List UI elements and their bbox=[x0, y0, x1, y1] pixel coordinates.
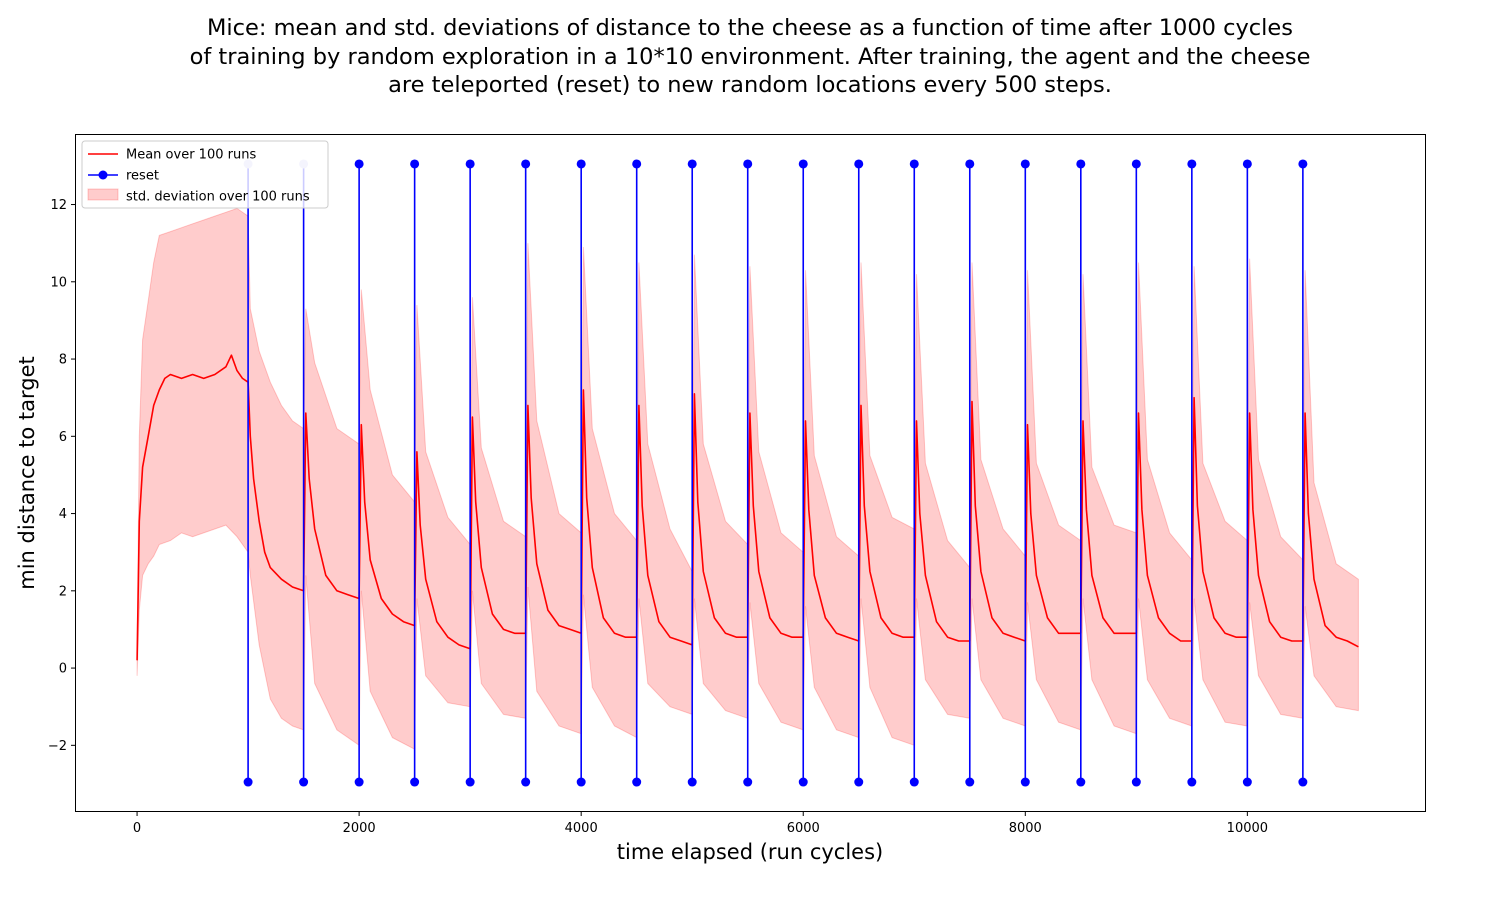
reset-marker-bottom-9 bbox=[743, 777, 753, 787]
legend-box bbox=[81, 140, 329, 209]
x-axis-label: time elapsed (run cycles) bbox=[617, 840, 883, 864]
reset-marker-top-5 bbox=[521, 159, 531, 169]
reset-marker-bottom-13 bbox=[965, 777, 975, 787]
plot-frame bbox=[75, 134, 1426, 812]
x-tick-label-0: 0 bbox=[133, 821, 141, 836]
chart-title: Mice: mean and std. deviations of distan… bbox=[0, 14, 1500, 100]
reset-marker-top-14 bbox=[1020, 159, 1030, 169]
y-tick-label-1: 0 bbox=[59, 662, 67, 677]
reset-marker-top-10 bbox=[798, 159, 808, 169]
reset-marker-bottom-1 bbox=[299, 777, 309, 787]
legend-swatch-std bbox=[87, 188, 119, 201]
reset-marker-bottom-0 bbox=[243, 777, 253, 787]
reset-marker-top-7 bbox=[632, 159, 642, 169]
reset-marker-top-12 bbox=[909, 159, 919, 169]
x-tick-label-4: 8000 bbox=[1009, 821, 1042, 836]
y-tick-label-0: −2 bbox=[48, 739, 67, 754]
y-tick-label-4: 6 bbox=[59, 430, 67, 445]
reset-marker-bottom-18 bbox=[1242, 777, 1252, 787]
legend-marker-reset bbox=[98, 170, 108, 180]
chart-title-line-2: of training by random exploration in a 1… bbox=[189, 43, 1311, 70]
reset-marker-bottom-11 bbox=[854, 777, 864, 787]
reset-marker-bottom-12 bbox=[909, 777, 919, 787]
reset-marker-bottom-15 bbox=[1076, 777, 1086, 787]
reset-marker-bottom-14 bbox=[1020, 777, 1030, 787]
reset-marker-top-3 bbox=[410, 159, 420, 169]
legend-label-reset: reset bbox=[126, 169, 159, 184]
reset-marker-top-19 bbox=[1298, 159, 1308, 169]
reset-marker-top-9 bbox=[743, 159, 753, 169]
reset-marker-top-8 bbox=[687, 159, 697, 169]
y-tick-label-6: 10 bbox=[50, 275, 67, 290]
x-tick-label-5: 10000 bbox=[1227, 821, 1268, 836]
reset-marker-bottom-7 bbox=[632, 777, 642, 787]
reset-marker-top-6 bbox=[576, 159, 586, 169]
axis-ticks: 0 2000 4000 6000 8000 10000 −2 0 2 4 6 8 10 12 bbox=[48, 198, 1268, 836]
reset-marker-top-11 bbox=[854, 159, 864, 169]
y-axis-label: min distance to target bbox=[15, 356, 39, 590]
x-tick-label-2: 4000 bbox=[565, 821, 598, 836]
x-tick-label-3: 6000 bbox=[787, 821, 820, 836]
reset-marker-bottom-4 bbox=[465, 777, 475, 787]
reset-marker-top-2 bbox=[354, 159, 364, 169]
legend-label-std: std. deviation over 100 runs bbox=[126, 190, 310, 205]
reset-marker-top-4 bbox=[465, 159, 475, 169]
reset-marker-bottom-5 bbox=[521, 777, 531, 787]
mean-line bbox=[136, 354, 1359, 661]
reset-marker-bottom-8 bbox=[687, 777, 697, 787]
reset-marker-top-13 bbox=[965, 159, 975, 169]
reset-marker-bottom-6 bbox=[576, 777, 586, 787]
y-tick-label-3: 4 bbox=[59, 507, 67, 522]
reset-marker-top-16 bbox=[1131, 159, 1141, 169]
y-tick-label-5: 8 bbox=[59, 353, 67, 368]
reset-marker-top-17 bbox=[1187, 159, 1197, 169]
reset-marker-bottom-3 bbox=[410, 777, 420, 787]
plot-area bbox=[136, 159, 1359, 787]
reset-marker-top-15 bbox=[1076, 159, 1086, 169]
x-tick-label-1: 2000 bbox=[343, 821, 376, 836]
chart-title-line-3: are teleported (reset) to new random loc… bbox=[388, 72, 1112, 98]
reset-marker-bottom-19 bbox=[1298, 777, 1308, 787]
y-tick-label-7: 12 bbox=[50, 198, 67, 213]
legend: Mean over 100 runs reset std. deviation … bbox=[81, 140, 329, 209]
reset-marker-bottom-2 bbox=[354, 777, 364, 787]
y-tick-label-2: 2 bbox=[59, 584, 67, 599]
legend-label-mean: Mean over 100 runs bbox=[126, 148, 256, 163]
reset-marker-bottom-16 bbox=[1131, 777, 1141, 787]
reset-marker-bottom-17 bbox=[1187, 777, 1197, 787]
reset-marker-bottom-10 bbox=[798, 777, 808, 787]
chart-title-line-1: Mice: mean and std. deviations of distan… bbox=[207, 15, 1293, 41]
reset-marker-top-18 bbox=[1242, 159, 1252, 169]
